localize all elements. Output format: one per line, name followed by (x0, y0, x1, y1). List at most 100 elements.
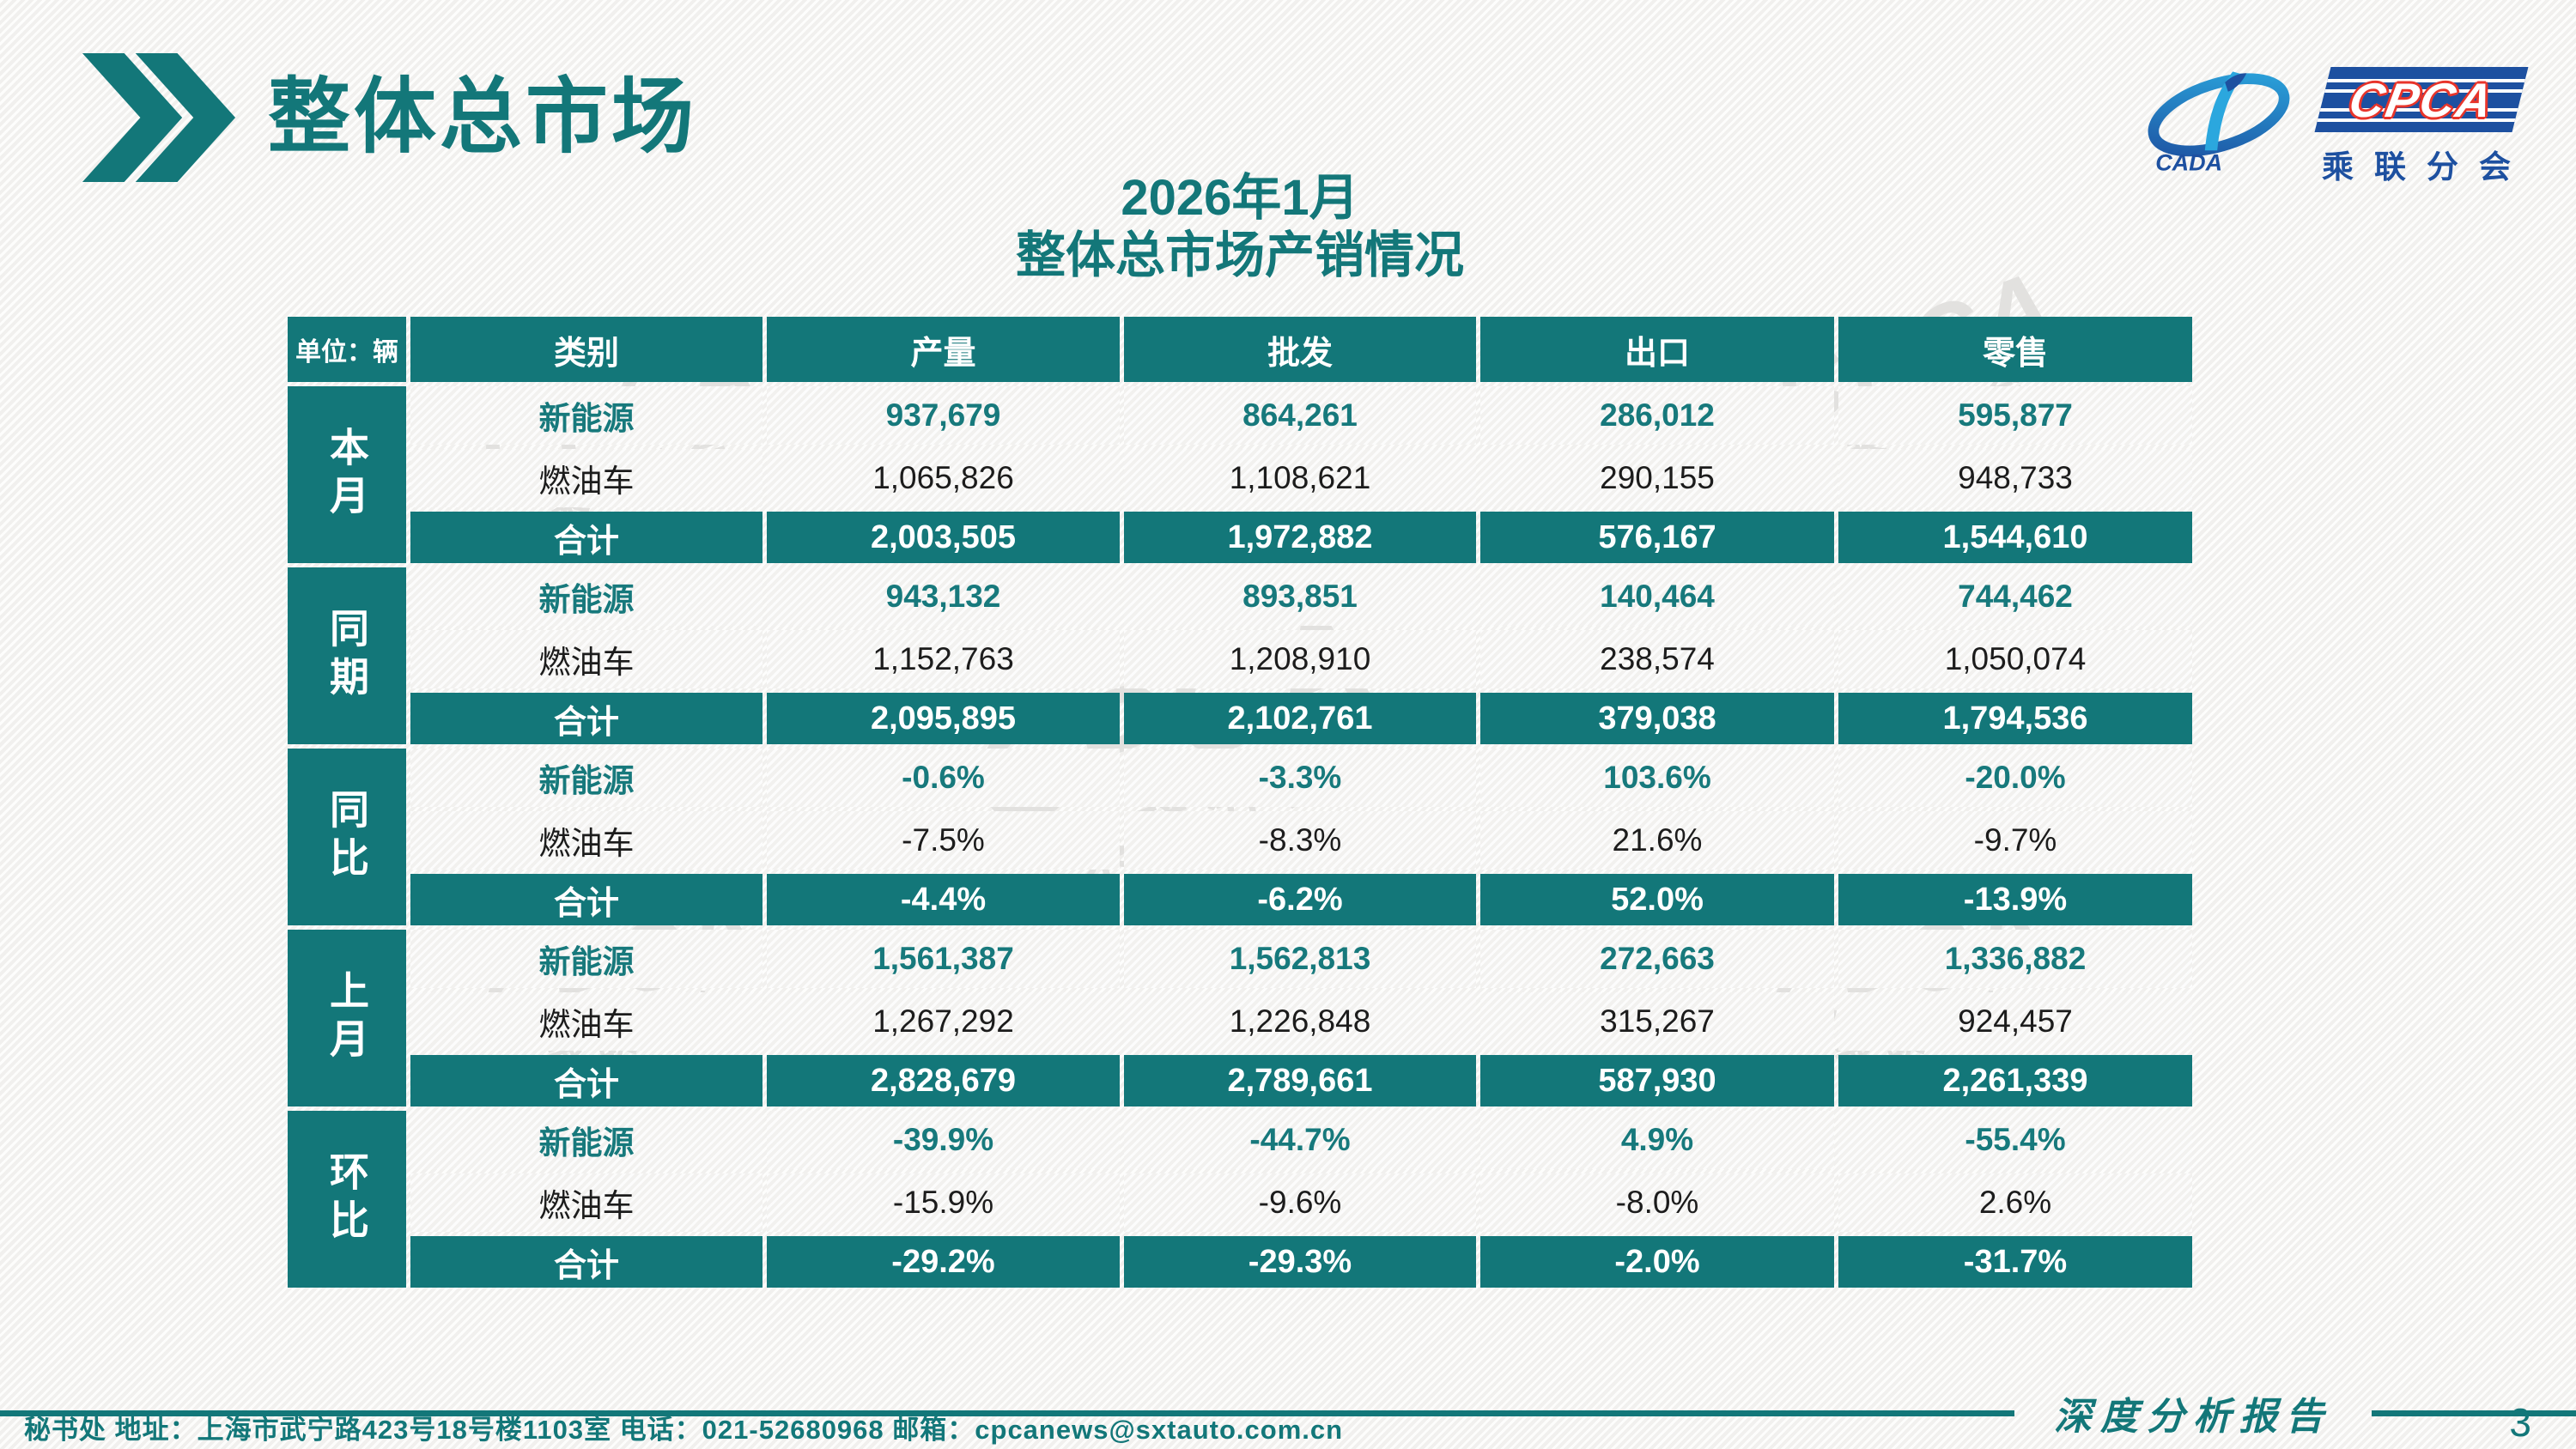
table-cell: 315,267 (1480, 992, 1834, 1051)
table-cell: 1,065,826 (767, 449, 1120, 507)
table-cell: 587,930 (1480, 1055, 1834, 1106)
table-cell: 595,877 (1838, 386, 2192, 445)
table-cell: 2,102,761 (1124, 693, 1476, 744)
table-cell: 1,226,848 (1124, 992, 1476, 1051)
table-cell: 21.6% (1480, 811, 1834, 870)
row-category: 合计 (410, 1055, 762, 1106)
table-cell: 864,261 (1124, 386, 1476, 445)
row-category: 燃油车 (410, 449, 762, 507)
table-cell: 103.6% (1480, 749, 1834, 807)
row-group-label: 同期 (288, 567, 406, 744)
row-group-label: 环比 (288, 1111, 406, 1288)
column-header-2: 产量 (767, 317, 1120, 382)
table-cell: -31.7% (1838, 1236, 2192, 1288)
table-cell: 576,167 (1480, 512, 1834, 563)
table-cell: 4.9% (1480, 1111, 1834, 1169)
report-type-label: 深度分析报告 (2054, 1396, 2332, 1438)
table-cell: 948,733 (1838, 449, 2192, 507)
row-category: 燃油车 (410, 630, 762, 688)
table-cell: 1,562,813 (1124, 930, 1476, 988)
table-cell: 272,663 (1480, 930, 1834, 988)
table-cell: -20.0% (1838, 749, 2192, 807)
table-cell: 379,038 (1480, 693, 1834, 744)
cpca-logo-subtitle: 乘联分会 (2322, 149, 2531, 185)
row-category: 燃油车 (410, 1173, 762, 1232)
table-cell: 1,208,910 (1124, 630, 1476, 688)
row-group-label: 同比 (288, 749, 406, 925)
cada-logo-text: CADA (2155, 150, 2222, 175)
table-cell: -9.6% (1124, 1173, 1476, 1232)
page-header: 整体总市场 (79, 53, 697, 182)
table-cell: 1,794,536 (1838, 693, 2192, 744)
unit-label: 单位：辆 (288, 317, 406, 382)
footer-rule-right (2372, 1410, 2576, 1416)
table-cell: -3.3% (1124, 749, 1476, 807)
footer-rule: 深度分析报告 (0, 1385, 2576, 1440)
page-title: 整体总市场 (268, 71, 697, 163)
table-cell: 924,457 (1838, 992, 2192, 1051)
table-cell: -8.3% (1124, 811, 1476, 870)
row-category: 新能源 (410, 386, 762, 445)
table-cell: 937,679 (767, 386, 1120, 445)
table-cell: -29.2% (767, 1236, 1120, 1288)
page-number: 3 (2509, 1400, 2531, 1445)
table-cell: 744,462 (1838, 567, 2192, 626)
table-cell: -7.5% (767, 811, 1120, 870)
table-cell: 1,544,610 (1838, 512, 2192, 563)
row-category: 新能源 (410, 1111, 762, 1169)
cpca-logo-box: CPCA (2314, 67, 2529, 132)
table-cell: -55.4% (1838, 1111, 2192, 1169)
double-chevron-icon (82, 53, 236, 182)
table-cell: -6.2% (1124, 874, 1476, 925)
footer-rule-left (0, 1410, 2014, 1416)
table-cell: 893,851 (1124, 567, 1476, 626)
row-category: 合计 (410, 1236, 762, 1288)
row-category: 合计 (410, 693, 762, 744)
table-cell: -0.6% (767, 749, 1120, 807)
table-cell: -15.9% (767, 1173, 1120, 1232)
table-cell: 2,828,679 (767, 1055, 1120, 1106)
column-header-1: 类别 (410, 317, 762, 382)
table-cell: 1,336,882 (1838, 930, 2192, 988)
table-cell: 1,267,292 (767, 992, 1120, 1051)
table-cell: 1,561,387 (767, 930, 1120, 988)
table-cell: 52.0% (1480, 874, 1834, 925)
cada-logo-icon: CADA (2148, 71, 2290, 175)
table-cell: 943,132 (767, 567, 1120, 626)
table-cell: 238,574 (1480, 630, 1834, 688)
table-cell: 1,050,074 (1838, 630, 2192, 688)
table-cell: -8.0% (1480, 1173, 1834, 1232)
table-cell: 2,789,661 (1124, 1055, 1476, 1106)
table-cell: -4.4% (767, 874, 1120, 925)
row-category: 新能源 (410, 749, 762, 807)
table-cell: -9.7% (1838, 811, 2192, 870)
table-cell: 2,003,505 (767, 512, 1120, 563)
table-cell: 140,464 (1480, 567, 1834, 626)
row-category: 合计 (410, 512, 762, 563)
table-cell: -44.7% (1124, 1111, 1476, 1169)
row-category: 新能源 (410, 567, 762, 626)
table-cell: 2,261,339 (1838, 1055, 2192, 1106)
table-title-line1: 2026年1月 (1121, 170, 1359, 226)
column-header-4: 出口 (1480, 317, 1834, 382)
table-cell: 1,108,621 (1124, 449, 1476, 507)
column-header-3: 批发 (1124, 317, 1476, 382)
footer-contact: 秘书处 地址：上海市武宁路423号18号楼1103室 电话：021-526809… (24, 1415, 1344, 1445)
table-cell: 290,155 (1480, 449, 1834, 507)
table-cell: -2.0% (1480, 1236, 1834, 1288)
row-category: 燃油车 (410, 992, 762, 1051)
row-category: 燃油车 (410, 811, 762, 870)
row-group-label: 本月 (288, 386, 406, 563)
row-group-label: 上月 (288, 930, 406, 1106)
cpca-logo-acronym: CPCA (2345, 72, 2498, 127)
table-title-line2: 整体总市场产销情况 (1015, 227, 1464, 283)
row-category: 合计 (410, 874, 762, 925)
table-cell: 2,095,895 (767, 693, 1120, 744)
table-cell: -39.9% (767, 1111, 1120, 1169)
table-cell: 1,972,882 (1124, 512, 1476, 563)
table-cell: -29.3% (1124, 1236, 1476, 1288)
table-cell: 1,152,763 (767, 630, 1120, 688)
cpca-logo: CADA CPCA 乘联分会 (2133, 67, 2531, 187)
cpca-logo-block: CPCA 乘联分会 (2312, 67, 2531, 187)
